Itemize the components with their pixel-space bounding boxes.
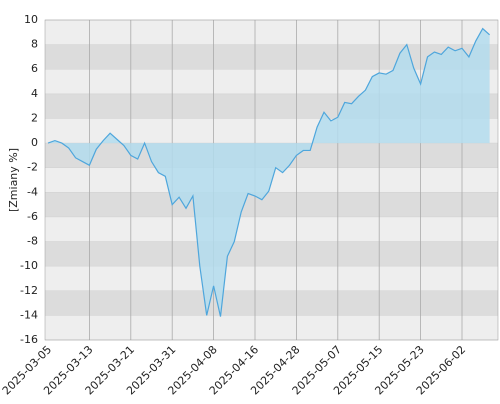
band [45,290,498,316]
band [45,241,498,267]
band [45,44,498,70]
y-tick-label: 0 [31,136,38,149]
y-tick-label: 10 [24,13,38,26]
y-tick-label: -4 [27,185,38,198]
y-tick-label: -14 [20,308,38,321]
y-tick-label: -16 [20,333,38,346]
y-tick-label: -6 [27,210,38,223]
y-tick-label: 2 [31,111,38,124]
y-tick-label: -12 [20,284,38,297]
y-tick-label: 6 [31,62,38,75]
area [48,28,490,317]
band [45,192,498,217]
line [47,27,490,317]
y-tick-label: -2 [27,161,38,174]
y-tick-label: -8 [27,235,38,248]
plot-frame [44,19,499,341]
y-tick-label: -10 [20,259,38,272]
y-tick-label: 4 [31,87,38,100]
y-axis-label: [Zmiany %] [7,148,20,212]
y-tick-label: 8 [31,38,38,51]
